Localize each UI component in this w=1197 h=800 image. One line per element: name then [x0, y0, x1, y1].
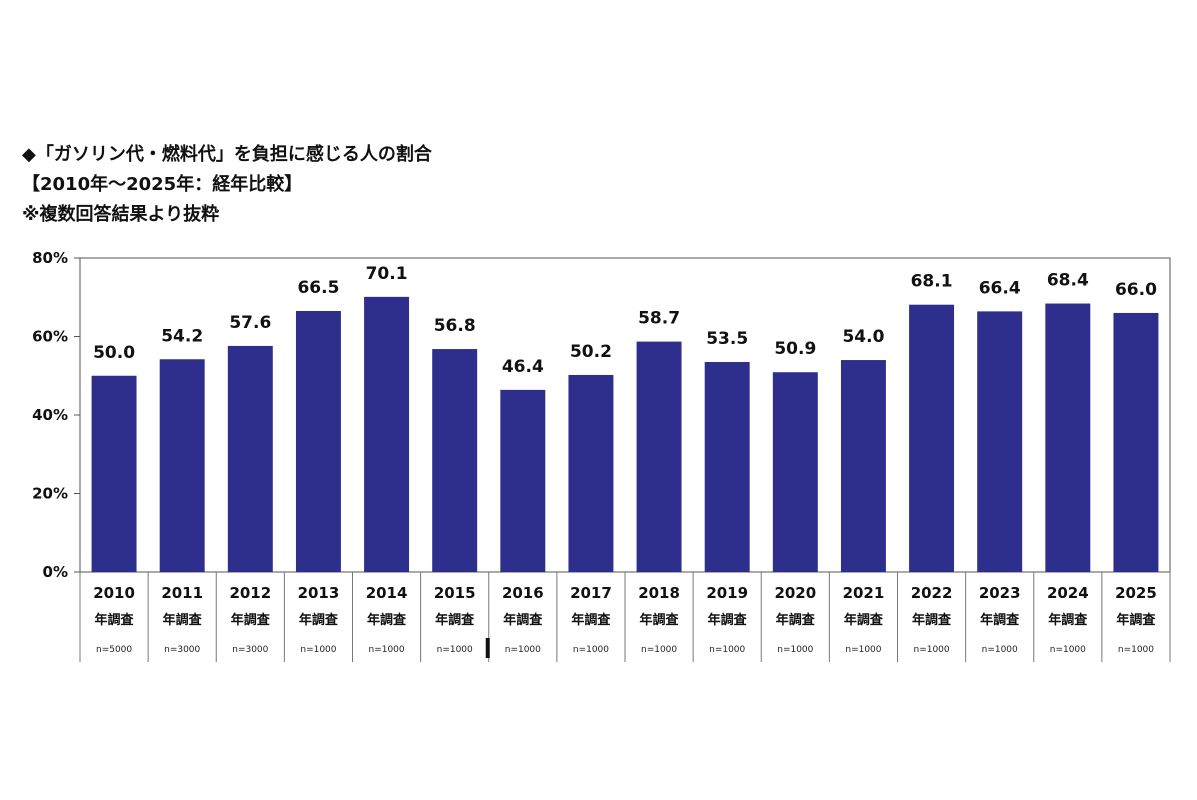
x-tick-sublabel: 年調査: [844, 612, 884, 628]
chart-note: ※複数回答結果より抜粋: [22, 204, 220, 225]
sample-size-label: n=3000: [232, 645, 268, 655]
data-label: 54.0: [842, 327, 884, 347]
x-tick-label: 2015: [434, 584, 476, 602]
sample-size-label: n=1000: [300, 645, 336, 655]
x-tick-sublabel: 年調査: [776, 612, 816, 628]
bar: [295, 310, 341, 572]
x-tick-label: 2012: [229, 584, 271, 602]
x-tick-sublabel: 年調査: [163, 612, 203, 628]
chart-title: ◆「ガソリン代・燃料代」を負担に感じる人の割合: [22, 144, 432, 165]
sample-size-label: n=5000: [96, 645, 132, 655]
x-tick-label: 2021: [843, 584, 885, 602]
data-label: 57.6: [229, 313, 271, 333]
x-tick-sublabel: 年調査: [435, 612, 475, 628]
x-tick-label: 2023: [979, 584, 1021, 602]
sample-size-label: n=3000: [164, 645, 200, 655]
x-tick-label: 2019: [706, 584, 748, 602]
x-tick-sublabel: 年調査: [95, 612, 135, 628]
x-tick-sublabel: 年調査: [571, 612, 611, 628]
data-label: 66.0: [1115, 280, 1157, 300]
chart-subtitle: 【2010年～2025年：経年比較】: [22, 174, 303, 195]
data-label: 66.4: [979, 278, 1021, 298]
bar: [977, 311, 1023, 572]
sample-size-label: n=1000: [505, 645, 541, 655]
bar: [1045, 303, 1091, 572]
x-tick-sublabel: 年調査: [367, 612, 407, 628]
y-tick-label: 0%: [43, 563, 68, 581]
sample-size-label: n=1000: [982, 645, 1018, 655]
x-tick-label: 2025: [1115, 584, 1157, 602]
sample-size-label: n=1000: [845, 645, 881, 655]
bar: [500, 389, 546, 572]
y-tick-label: 80%: [32, 249, 68, 267]
y-tick-label: 20%: [32, 485, 68, 503]
y-tick-label: 60%: [32, 328, 68, 346]
bar: [364, 296, 410, 572]
data-label: 70.1: [366, 264, 408, 284]
data-label: 46.4: [502, 357, 544, 377]
data-label: 68.1: [911, 272, 953, 292]
x-tick-label: 2016: [502, 584, 544, 602]
x-tick-label: 2017: [570, 584, 612, 602]
data-label: 53.5: [706, 329, 748, 349]
x-tick-label: 2014: [366, 584, 408, 602]
y-tick-label: 40%: [32, 406, 68, 424]
x-tick-sublabel: 年調査: [299, 612, 339, 628]
x-tick-label: 2022: [911, 584, 953, 602]
x-tick-label: 2024: [1047, 584, 1089, 602]
x-tick-label: 2011: [161, 584, 203, 602]
sample-size-label: n=1000: [437, 645, 473, 655]
bar: [432, 349, 478, 572]
data-label: 68.4: [1047, 271, 1089, 291]
data-label: 58.7: [638, 309, 680, 329]
bar: [568, 374, 614, 572]
x-tick-sublabel: 年調査: [1116, 612, 1156, 628]
bar: [840, 360, 886, 572]
sample-size-label: n=1000: [913, 645, 949, 655]
x-tick-label: 2013: [298, 584, 340, 602]
bar: [909, 304, 955, 572]
x-tick-sublabel: 年調査: [980, 612, 1020, 628]
sample-size-label: n=1000: [368, 645, 404, 655]
x-tick-label: 2020: [774, 584, 816, 602]
x-tick-sublabel: 年調査: [231, 612, 271, 628]
divider-marker: [485, 638, 490, 658]
bar: [636, 341, 682, 572]
data-label: 56.8: [434, 316, 476, 336]
data-label: 66.5: [297, 278, 339, 298]
sample-size-label: n=1000: [1050, 645, 1086, 655]
bar: [1113, 312, 1159, 572]
x-tick-sublabel: 年調査: [708, 612, 748, 628]
sample-size-label: n=1000: [709, 645, 745, 655]
data-label: 50.9: [774, 339, 816, 359]
sample-size-label: n=1000: [573, 645, 609, 655]
x-tick-label: 2018: [638, 584, 680, 602]
x-tick-sublabel: 年調査: [503, 612, 543, 628]
x-tick-sublabel: 年調査: [1048, 612, 1088, 628]
sample-size-label: n=1000: [641, 645, 677, 655]
sample-size-label: n=1000: [1118, 645, 1154, 655]
chart-title-block: ◆「ガソリン代・燃料代」を負担に感じる人の割合 【2010年～2025年：経年比…: [22, 140, 432, 230]
x-tick-sublabel: 年調査: [640, 612, 680, 628]
bar: [91, 375, 137, 572]
bar: [227, 345, 273, 572]
x-tick-sublabel: 年調査: [912, 612, 952, 628]
bar: [772, 372, 818, 572]
bar: [159, 359, 205, 572]
data-label: 54.2: [161, 326, 203, 346]
data-label: 50.0: [93, 343, 135, 363]
data-label: 50.2: [570, 342, 612, 362]
x-tick-label: 2010: [93, 584, 135, 602]
bar: [704, 362, 750, 572]
sample-size-label: n=1000: [777, 645, 813, 655]
